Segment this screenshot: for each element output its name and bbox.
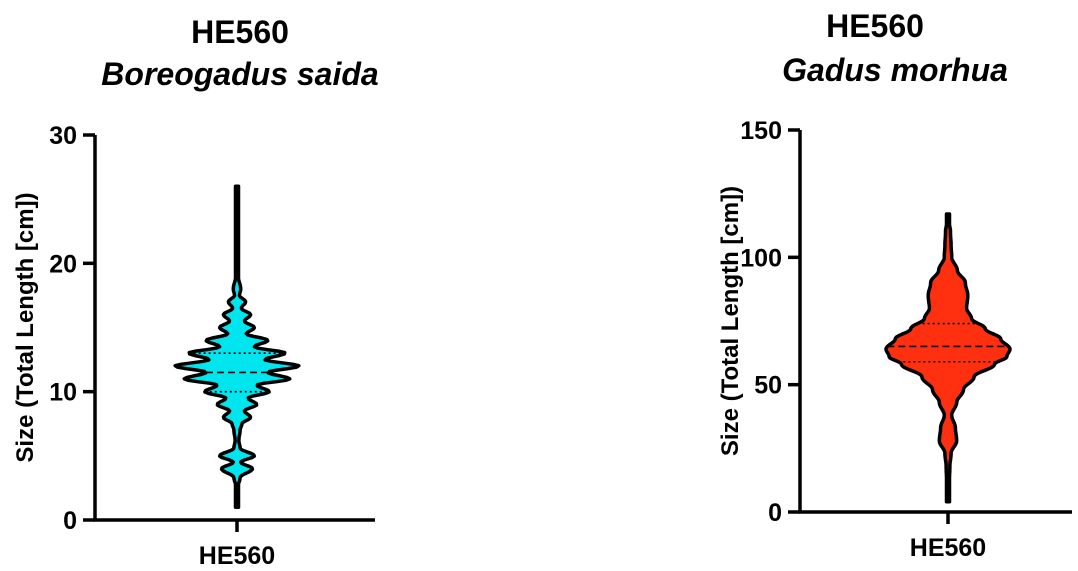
chart-title: HE560: [191, 14, 289, 50]
chart-title: HE560: [826, 8, 924, 44]
y-tick-label: 150: [740, 117, 782, 145]
violin-chart-boreogadus: 0 10 20 30 HE560 Size (Total Length [cm]): [12, 122, 375, 570]
chart-subtitle: Gadus morhua: [782, 52, 1008, 88]
y-tick-label: 30: [49, 122, 77, 150]
y-tick-label: 20: [49, 250, 77, 278]
chart-subtitle: Boreogadus saida: [101, 56, 379, 92]
violin-chart-gadus: 0 50 100 150 HE560 Size (Total Length [cm]): [717, 117, 1072, 562]
violin-body: [884, 212, 1012, 504]
y-axis-title: Size (Total Length [cm]): [717, 186, 744, 456]
chart-panel-gadus: HE560 Gadus morhua 0 50 100 150 HE560 Size (T…: [560, 0, 1078, 571]
y-tick-label: 0: [768, 499, 782, 527]
y-axis-title: Size (Total Length [cm]): [12, 192, 39, 462]
y-tick-label: 0: [63, 507, 77, 535]
y-tick-label: 50: [754, 372, 782, 400]
x-tick-label: HE560: [910, 534, 986, 562]
chart-panel-boreogadus: HE560 Boreogadus saida 0 10 20 30 HE560 Size …: [0, 0, 480, 571]
x-tick-label: HE560: [199, 542, 275, 570]
y-tick-label: 100: [740, 244, 782, 272]
y-tick-label: 10: [49, 379, 77, 407]
violin-body: [173, 184, 301, 509]
